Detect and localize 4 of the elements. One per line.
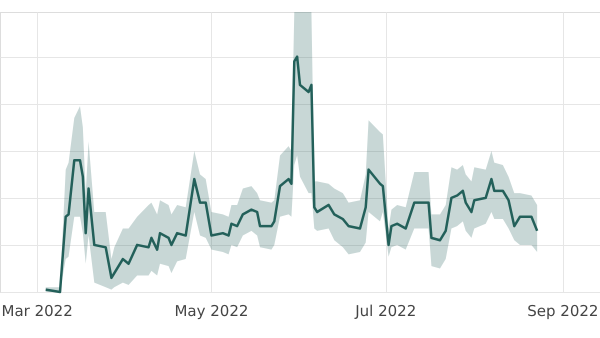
x-tick-label: Jul 2022 <box>354 302 416 320</box>
x-tick-label: Mar 2022 <box>2 302 73 320</box>
x-tick-label: Sep 2022 <box>527 302 598 320</box>
x-tick-label: May 2022 <box>174 302 248 320</box>
